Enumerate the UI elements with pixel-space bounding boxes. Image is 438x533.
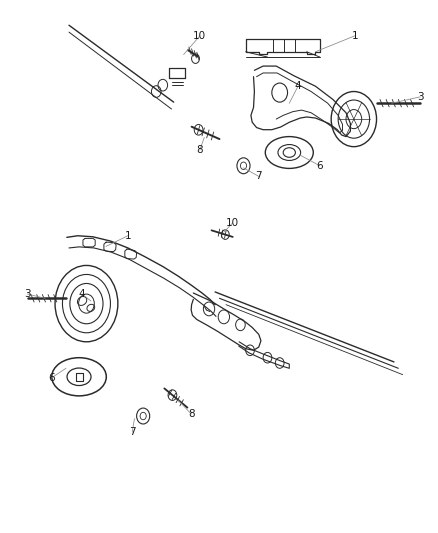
- Text: 7: 7: [255, 172, 261, 181]
- Text: 10: 10: [193, 31, 206, 41]
- Text: 8: 8: [196, 145, 203, 155]
- Text: 10: 10: [226, 218, 239, 228]
- Text: 1: 1: [124, 231, 131, 241]
- Text: 6: 6: [48, 373, 55, 383]
- Text: 8: 8: [187, 409, 194, 419]
- Text: 4: 4: [78, 289, 85, 299]
- Text: 4: 4: [294, 81, 300, 91]
- Text: 6: 6: [316, 161, 322, 171]
- Text: 3: 3: [416, 92, 423, 102]
- Text: 3: 3: [24, 289, 31, 299]
- Text: 7: 7: [129, 427, 135, 437]
- Text: 1: 1: [350, 31, 357, 41]
